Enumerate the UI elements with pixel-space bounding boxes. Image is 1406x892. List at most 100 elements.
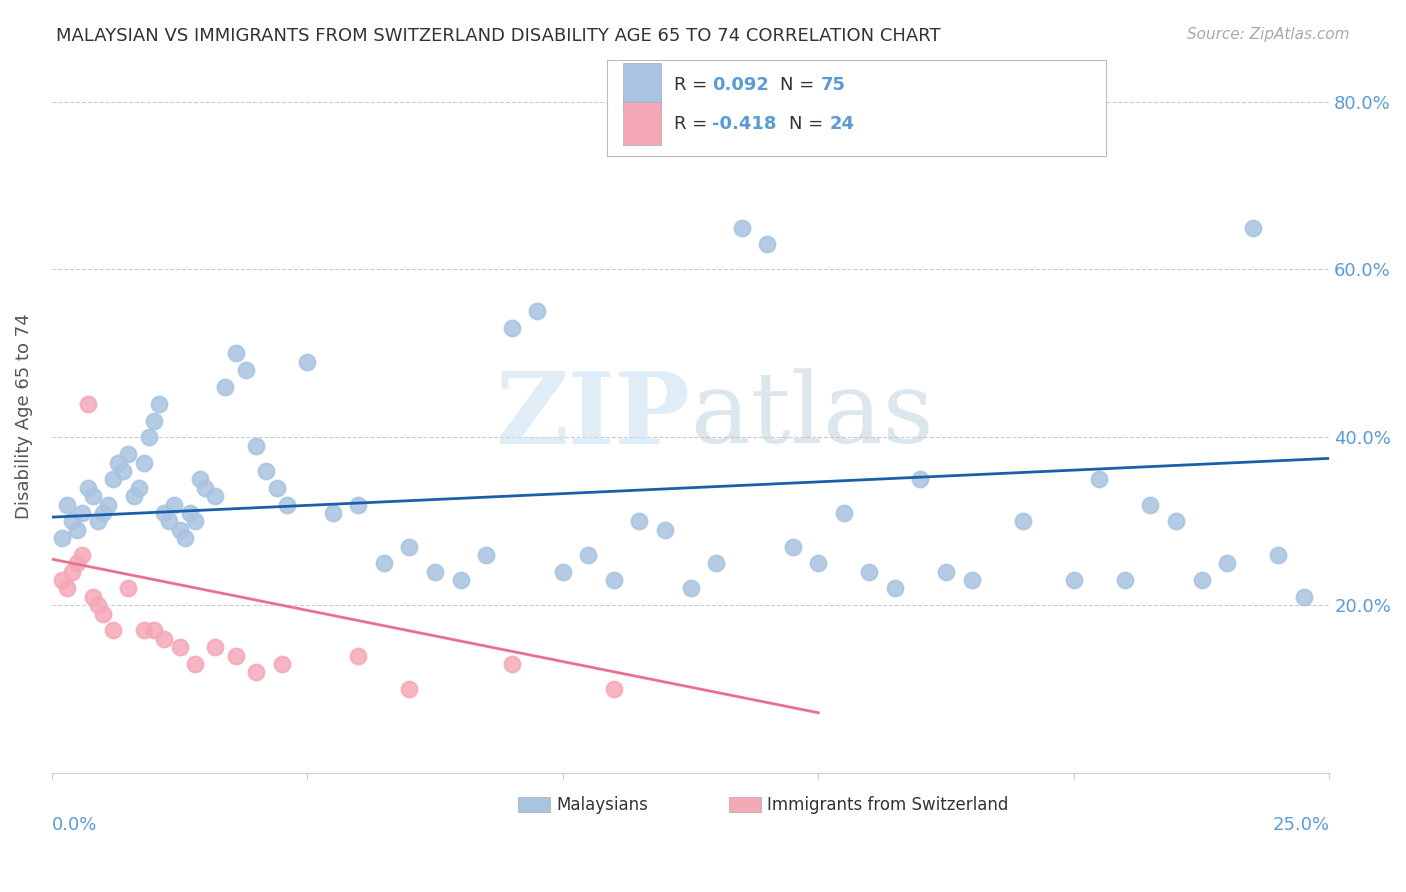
Point — [1088, 472, 1111, 486]
Text: Malaysians: Malaysians — [557, 796, 648, 814]
Point — [194, 481, 217, 495]
Point — [91, 506, 114, 520]
Text: R =: R = — [673, 115, 713, 133]
Text: 0.092: 0.092 — [713, 76, 769, 94]
Point — [347, 648, 370, 663]
Point — [66, 523, 89, 537]
Point — [60, 514, 83, 528]
Point — [603, 682, 626, 697]
Point — [297, 355, 319, 369]
Point — [270, 657, 292, 671]
Point — [112, 464, 135, 478]
Point — [526, 304, 548, 318]
Point — [1011, 514, 1033, 528]
Point — [132, 624, 155, 638]
Point — [101, 472, 124, 486]
Point — [960, 573, 983, 587]
Text: Source: ZipAtlas.com: Source: ZipAtlas.com — [1187, 27, 1350, 42]
Point — [935, 565, 957, 579]
Point — [398, 682, 420, 697]
Point — [807, 557, 830, 571]
Point — [225, 346, 247, 360]
Text: N =: N = — [780, 76, 820, 94]
Point — [1216, 557, 1239, 571]
Point — [169, 640, 191, 655]
Point — [153, 506, 176, 520]
Text: 75: 75 — [821, 76, 846, 94]
FancyBboxPatch shape — [607, 60, 1105, 156]
Point — [87, 599, 110, 613]
Point — [128, 481, 150, 495]
Point — [679, 582, 702, 596]
Point — [51, 573, 73, 587]
Text: -0.418: -0.418 — [713, 115, 776, 133]
Point — [157, 514, 180, 528]
Point — [82, 590, 104, 604]
Point — [214, 380, 236, 394]
Point — [1063, 573, 1085, 587]
Point — [266, 481, 288, 495]
Point — [76, 481, 98, 495]
Point — [450, 573, 472, 587]
Point — [188, 472, 211, 486]
Point — [132, 456, 155, 470]
Point — [883, 582, 905, 596]
Bar — [623, 63, 661, 106]
Point — [654, 523, 676, 537]
Point — [153, 632, 176, 646]
Point — [501, 321, 523, 335]
Point — [56, 582, 79, 596]
Point — [184, 514, 207, 528]
Point — [138, 430, 160, 444]
Point — [204, 489, 226, 503]
Point — [117, 582, 139, 596]
Point — [97, 498, 120, 512]
Text: Immigrants from Switzerland: Immigrants from Switzerland — [768, 796, 1008, 814]
Point — [101, 624, 124, 638]
Point — [173, 531, 195, 545]
Point — [322, 506, 344, 520]
Text: MALAYSIAN VS IMMIGRANTS FROM SWITZERLAND DISABILITY AGE 65 TO 74 CORRELATION CHA: MALAYSIAN VS IMMIGRANTS FROM SWITZERLAND… — [56, 27, 941, 45]
Point — [204, 640, 226, 655]
Bar — [623, 103, 661, 145]
Point — [56, 498, 79, 512]
Text: R =: R = — [673, 76, 713, 94]
Point — [76, 397, 98, 411]
Point — [51, 531, 73, 545]
Point — [142, 624, 165, 638]
Text: ZIP: ZIP — [496, 368, 690, 465]
Point — [704, 557, 727, 571]
Point — [551, 565, 574, 579]
Point — [1164, 514, 1187, 528]
Point — [82, 489, 104, 503]
Point — [858, 565, 880, 579]
Point — [910, 472, 932, 486]
Text: 24: 24 — [830, 115, 855, 133]
Point — [245, 439, 267, 453]
Point — [245, 665, 267, 680]
Point — [398, 540, 420, 554]
Point — [373, 557, 395, 571]
Point — [72, 506, 94, 520]
Point — [603, 573, 626, 587]
Text: 0.0%: 0.0% — [52, 816, 97, 834]
Point — [148, 397, 170, 411]
Point — [169, 523, 191, 537]
Point — [423, 565, 446, 579]
Point — [576, 548, 599, 562]
Point — [72, 548, 94, 562]
Point — [91, 607, 114, 621]
Point — [628, 514, 651, 528]
Point — [475, 548, 498, 562]
Text: atlas: atlas — [690, 368, 934, 465]
Point — [730, 220, 752, 235]
Point — [122, 489, 145, 503]
Text: N =: N = — [789, 115, 830, 133]
Bar — [517, 797, 550, 813]
Point — [179, 506, 201, 520]
Point — [1114, 573, 1136, 587]
Point — [1267, 548, 1289, 562]
Bar — [728, 797, 761, 813]
Point — [832, 506, 855, 520]
Point — [756, 237, 779, 252]
